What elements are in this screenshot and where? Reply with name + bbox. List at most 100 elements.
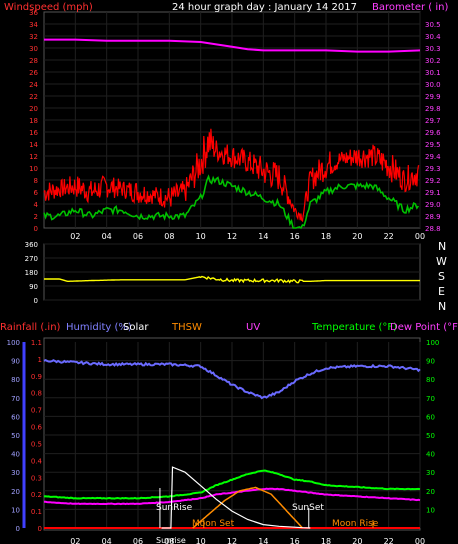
windspeed-tick-label: 34 [29,21,38,29]
windspeed-tick-label: 24 [29,81,38,89]
humidity-tick-label: 50 [11,432,20,440]
windspeed-tick-label: 30 [29,45,38,53]
rainfall-tick-label: 0.9 [31,373,42,381]
legend-thsw: THSW [171,322,202,333]
wind-direction-series-line [44,275,420,284]
top-x-tick-label: 20 [352,232,362,241]
windspeed-tick-label: 12 [29,153,38,161]
bottom-x-tick-label: 18 [321,537,331,544]
barometer-tick-label: 29.0 [425,201,441,209]
temperature-tick-label: 70 [426,395,435,403]
moon-set-label: Moon Set [192,519,235,529]
legend-dew-point: Dew Point (°F [390,322,458,333]
bottom-x-tick-label: 16 [290,537,300,544]
top-x-tick-label: 06 [133,232,143,241]
graph-title: 24 hour graph day : January 14 2017 [172,2,357,13]
bottom-x-tick-label: 06 [133,537,143,544]
bottom-x-tick-label: 12 [227,537,237,544]
legend-solar: Solar [123,322,149,333]
top-x-tick-label: 02 [70,232,80,241]
compass-label-e: E [438,285,445,298]
temperature-tick-label: 80 [426,376,435,384]
rainfall-tick-label: 1 [38,356,42,364]
temperature-tick-label: 30 [426,469,435,477]
windspeed-tick-label: 0 [34,225,38,233]
legend-humidity: Humidity (%) [66,322,132,333]
rainfall-tick-label: 0.2 [31,491,42,499]
top-x-tick-label: 22 [384,232,394,241]
windspeed-tick-label: 14 [29,141,38,149]
rainfall-tick-label: 0 [38,525,42,533]
direction-tick-label: 180 [25,269,38,277]
windspeed-tick-label: 4 [34,201,39,209]
temperature-tick-label: 10 [426,506,435,514]
windspeed-series-line [43,128,420,223]
sunrise-label: SunRise [156,503,193,513]
direction-tick-label: 360 [25,241,38,249]
bottom-x-tick-label: 08 [164,537,174,544]
rainfall-tick-label: 0.6 [31,424,43,432]
rainfall-tick-label: 0.4 [31,457,43,465]
solar-series-line [161,466,311,529]
bottom-x-tick-label: 22 [384,537,394,544]
series-layer [43,38,421,529]
top-x-tick-label: 08 [164,232,174,241]
windspeed-tick-label: 28 [29,57,38,65]
barometer-series-line [44,38,421,53]
humidity-tick-label: 40 [11,451,20,459]
humidity-tick-label: 100 [7,339,20,347]
bottom-x-tick-label: 04 [102,537,112,544]
top-x-tick-label: 18 [321,232,331,241]
windspeed-axis-title: Windspeed (mph) [4,2,93,13]
legend-rainfall: Rainfall (.in) [0,322,61,333]
direction-tick-label: 90 [29,283,38,291]
legend-temperature: Temperature (°F) [311,322,397,333]
windspeed-tick-label: 26 [29,69,38,77]
windspeed-tick-label: 32 [29,33,38,41]
moon-rise-label: Moon Rise [332,519,379,529]
uv-series-line [192,486,304,529]
barometer-tick-label: 28.9 [425,213,441,221]
barometer-tick-label: 29.4 [425,153,441,161]
humidity-tick-label: 30 [11,469,20,477]
compass-label-w: W [436,255,447,268]
barometer-tick-label: 30.4 [425,33,441,41]
rainfall-tick-label: 0.5 [31,440,42,448]
bottom-x-tick-label: 10 [196,537,206,544]
top-x-tick-label: 00 [415,232,425,241]
barometer-tick-label: 29.3 [425,165,441,173]
dew-point-series-line [43,487,421,506]
legend-uv: UV [246,322,260,333]
temperature-tick-label: 100 [426,339,439,347]
barometer-tick-label: 30.1 [425,69,441,77]
barometer-tick-label: 29.9 [425,93,441,101]
axis-layer: 02468101214161820222426283032343628.828.… [7,9,442,544]
rainfall-tick-label: 0.3 [31,474,42,482]
bottom-x-tick-label: 14 [258,537,268,544]
temperature-tick-label: 40 [426,451,435,459]
humidity-tick-label: 80 [11,376,20,384]
barometer-tick-label: 28.8 [425,225,441,233]
bottom-x-tick-label: 02 [70,537,80,544]
barometer-axis-title: Barometer ( in) [372,2,448,13]
bottom-x-tick-label: 20 [352,537,362,544]
top-x-tick-label: 14 [258,232,268,241]
barometer-tick-label: 30.3 [425,45,441,53]
windspeed-tick-label: 16 [29,129,38,137]
compass-label-s: S [438,270,445,283]
top-x-tick-label: 04 [102,232,112,241]
barometer-tick-label: 29.7 [425,117,441,125]
rainfall-tick-label: 0.8 [31,390,42,398]
windspeed-tick-label: 2 [34,213,38,221]
temperature-tick-label: 50 [426,432,435,440]
barometer-tick-label: 30.2 [425,57,441,65]
humidity-tick-label: 20 [11,488,20,496]
humidity-tick-label: 60 [11,413,20,421]
temperature-tick-label: 90 [426,358,435,366]
barometer-tick-label: 29.5 [425,141,441,149]
direction-tick-label: 0 [34,297,38,305]
humidity-series-line [43,358,421,400]
humidity-tick-label: 90 [11,358,20,366]
windspeed-tick-label: 10 [29,165,38,173]
